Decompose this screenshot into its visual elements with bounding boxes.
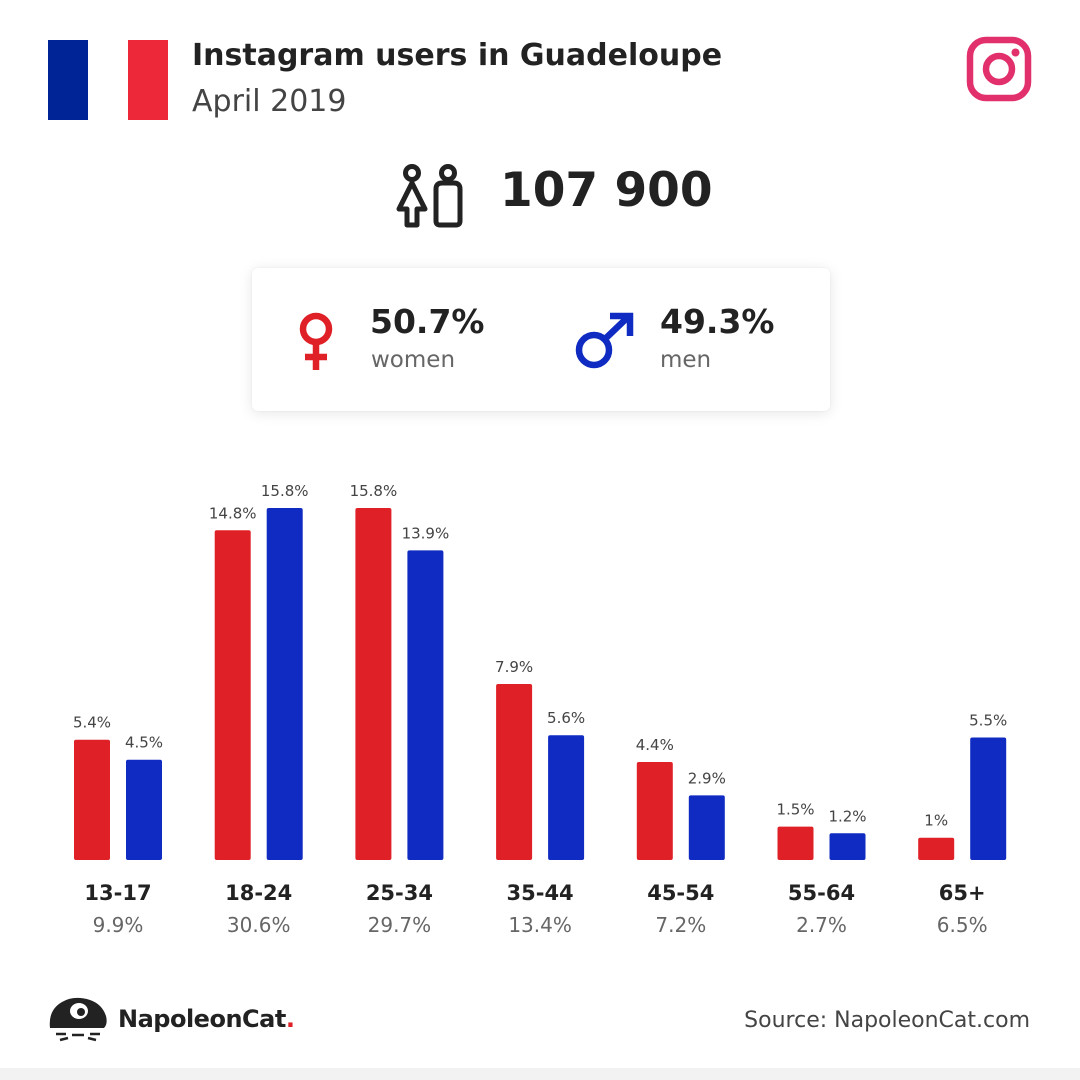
category-total-label: 29.7% <box>368 913 432 937</box>
men-value-label: 4.5% <box>125 734 163 752</box>
people-icon <box>396 164 463 228</box>
flag-red-stripe <box>128 40 168 120</box>
instagram-icon <box>966 36 1032 102</box>
bottom-strip <box>0 1068 1080 1080</box>
page-title: Instagram users in Guadeloupe <box>192 38 723 73</box>
men-value-label: 13.9% <box>402 524 450 542</box>
category-label: 35-44 <box>507 881 574 905</box>
page-subtitle: April 2019 <box>192 84 347 119</box>
women-value-label: 4.4% <box>636 736 674 754</box>
men-bar-45-54 <box>688 795 725 860</box>
women-value-label: 14.8% <box>209 504 257 522</box>
men-label: men <box>660 347 712 373</box>
age-gender-bar-chart: 5.4%4.5%13-179.9%14.8%15.8%18-2430.6%15.… <box>73 482 1007 937</box>
men-bar-18-24 <box>266 508 303 860</box>
men-value-label: 5.5% <box>969 711 1007 729</box>
napoleoncat-logo <box>49 997 107 1042</box>
brand-name: NapoleonCat. <box>118 1005 295 1033</box>
men-value-label: 2.9% <box>688 769 726 787</box>
category-total-label: 2.7% <box>796 913 847 937</box>
brand-name-dot: . <box>285 1005 295 1033</box>
category-total-label: 9.9% <box>93 913 144 937</box>
category-label: 45-54 <box>647 881 714 905</box>
women-value-label: 15.8% <box>350 482 398 500</box>
women-value-label: 1.5% <box>776 801 814 819</box>
male-symbol-icon <box>575 312 634 369</box>
female-symbol-icon <box>299 312 333 370</box>
total-users-value: 107 900 <box>500 163 713 218</box>
men-bar-25-34 <box>407 550 444 860</box>
flag-white-stripe <box>88 40 128 120</box>
women-bar-13-17 <box>74 739 110 860</box>
category-label: 25-34 <box>366 881 433 905</box>
women-percent: 50.7% <box>370 302 485 341</box>
men-bar-65+ <box>970 737 1007 860</box>
men-bar-35-44 <box>548 735 585 860</box>
women-bar-35-44 <box>496 684 533 860</box>
women-value-label: 1% <box>924 812 948 830</box>
men-bar-13-17 <box>126 759 162 860</box>
source-credit: Source: NapoleonCat.com <box>744 1008 1030 1033</box>
category-total-label: 30.6% <box>227 913 291 937</box>
men-percent: 49.3% <box>660 302 775 341</box>
men-value-label: 15.8% <box>261 482 309 500</box>
category-label: 13-17 <box>84 881 151 905</box>
women-bar-25-34 <box>355 508 392 860</box>
brand-name-text: NapoleonCat <box>118 1005 286 1033</box>
category-total-label: 13.4% <box>508 913 572 937</box>
women-bar-55-64 <box>777 826 814 860</box>
gender-split-card <box>252 268 830 411</box>
men-bar-55-64 <box>829 833 866 860</box>
women-bar-18-24 <box>214 530 251 860</box>
women-bar-65+ <box>918 837 955 860</box>
category-total-label: 6.5% <box>937 913 988 937</box>
women-value-label: 5.4% <box>73 714 111 732</box>
flag-blue-stripe <box>48 40 88 120</box>
category-label: 18-24 <box>225 881 292 905</box>
men-value-label: 5.6% <box>547 709 585 727</box>
women-value-label: 7.9% <box>495 658 533 676</box>
category-total-label: 7.2% <box>655 913 706 937</box>
women-label: women <box>371 347 456 373</box>
men-value-label: 1.2% <box>828 807 866 825</box>
women-bar-45-54 <box>636 761 673 860</box>
category-label: 55-64 <box>788 881 855 905</box>
category-label: 65+ <box>939 881 986 905</box>
